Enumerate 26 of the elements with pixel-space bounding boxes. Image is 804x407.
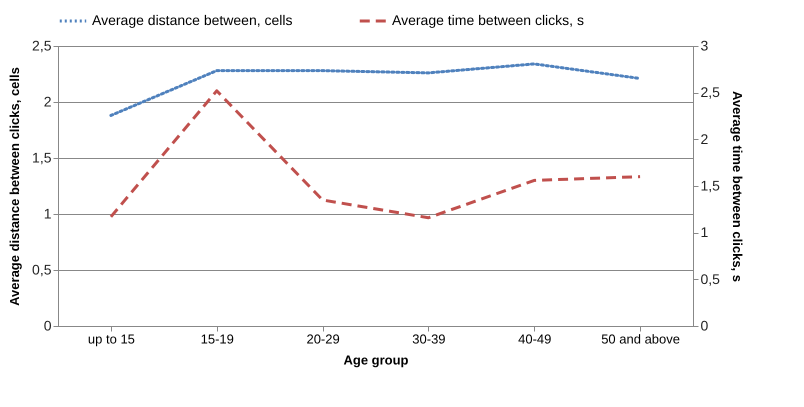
y-tick-label: 1,5 (32, 150, 52, 166)
y2-tick-label: 1,5 (700, 178, 720, 194)
legend-label: Average time between clicks, s (392, 12, 584, 28)
y2-tick-label: 2,5 (700, 84, 720, 100)
y-tick-label: 2 (44, 94, 52, 110)
x-tick-label: 40-49 (518, 332, 552, 346)
y2-tick-label: 1 (700, 224, 708, 240)
y2-tick-label: 2 (700, 130, 708, 147)
x-tick-label: 50 and above (601, 332, 680, 346)
y-tick-label: 0,5 (32, 262, 52, 278)
y-tick-label: 2,5 (32, 38, 52, 54)
x-tick-label: 20-29 (306, 332, 340, 346)
legend-label: Average distance between, cells (92, 12, 293, 28)
line-series (109, 89, 642, 220)
y2-tick-label: 3 (700, 38, 708, 54)
x-tick-label: 30-39 (412, 332, 446, 346)
y-tick-label: 1 (44, 206, 52, 222)
x-axis-title: Age group (344, 352, 409, 368)
y-axis-title: Average distance between clicks, cells (7, 67, 22, 306)
y2-axis-title: Average time between clicks, s (730, 90, 745, 282)
line-series (109, 62, 642, 117)
y-tick-label: 0 (44, 318, 52, 334)
y2-tick-label: 0,5 (700, 270, 720, 287)
x-tick-label: up to 15 (88, 332, 135, 346)
x-tick-label: 15-19 (200, 332, 234, 346)
y2-tick-label: 0 (700, 318, 708, 334)
